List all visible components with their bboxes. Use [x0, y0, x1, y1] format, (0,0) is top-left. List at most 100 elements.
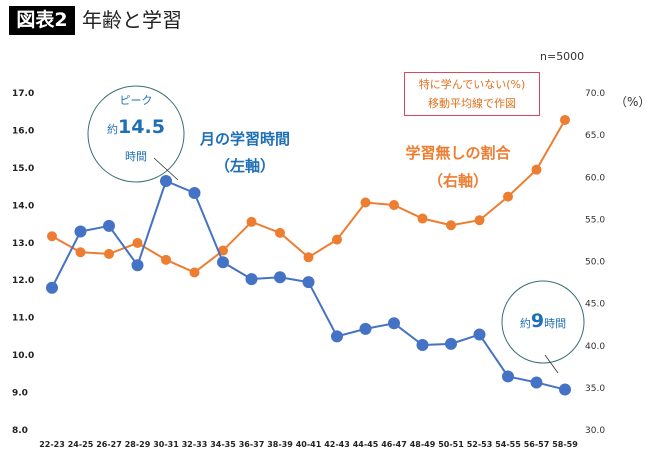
x-tick-label: 44-45: [353, 440, 379, 449]
x-tick-label: 42-43: [324, 440, 350, 449]
study-time-point: [445, 337, 457, 350]
x-tick-label: 30-31: [153, 440, 179, 449]
x-tick-label: 32-33: [182, 440, 208, 449]
peak-value: 14.5: [118, 116, 165, 138]
right-tick-label: 45.0: [585, 300, 605, 310]
x-tick-label: 34-35: [210, 440, 236, 449]
right-tick-label: 35.0: [585, 384, 605, 394]
x-tick-label: 48-49: [410, 440, 436, 449]
x-tick-label: 54-55: [495, 440, 521, 449]
no-study-point: [246, 216, 257, 227]
time-axis-label: （左軸）: [214, 157, 275, 175]
study-time-point: [46, 281, 58, 294]
study-time-point: [217, 256, 229, 269]
end-value-group: 約9時間: [503, 310, 583, 332]
end-prefix: 約: [519, 317, 531, 330]
right-tick-label: 50.0: [585, 258, 605, 268]
x-tick-label: 28-29: [125, 440, 151, 449]
x-tick-label: 50-51: [438, 440, 464, 449]
study-time-point: [245, 273, 258, 286]
end-value: 9: [530, 310, 545, 332]
time-series-label: 月の学習時間: [199, 130, 290, 148]
none-series-label: 学習無しの割合: [405, 144, 511, 162]
x-tick-label: 36-37: [239, 440, 265, 449]
no-study-point: [560, 114, 570, 125]
no-study-point: [474, 215, 485, 226]
no-study-point: [531, 164, 542, 175]
no-study-point: [218, 245, 228, 256]
no-study-point: [132, 237, 143, 248]
no-study-point: [189, 267, 200, 278]
study-time-point: [502, 370, 514, 383]
no-study-point: [47, 231, 57, 242]
peak-prefix: 約: [107, 123, 119, 136]
study-time-point: [188, 186, 201, 199]
x-tick-label: 56-57: [524, 440, 550, 449]
no-study-point: [417, 213, 428, 224]
no-study-point: [446, 220, 456, 231]
peak-label: ピーク: [119, 94, 153, 107]
end-callout-pointer: [544, 354, 559, 374]
x-tick-label: 22-23: [39, 440, 65, 449]
study-time-point: [530, 376, 543, 389]
study-time-point: [302, 276, 315, 289]
x-tick-label: 40-41: [296, 440, 322, 449]
no-study-point: [360, 197, 371, 208]
x-tick-label: 58-59: [552, 440, 578, 449]
no-study-point: [275, 227, 285, 238]
peak-callout-pointer: [153, 157, 179, 181]
right-tick-label: 65.0: [585, 131, 605, 141]
left-tick-label: 10.0: [12, 351, 34, 361]
no-study-point: [389, 200, 399, 211]
no-study-point: [161, 254, 171, 265]
study-time-point: [103, 219, 115, 232]
study-time-point: [331, 330, 343, 343]
left-tick-label: 15.0: [12, 164, 34, 174]
study-time-point: [274, 271, 286, 284]
peak-callout-circle: [87, 85, 185, 183]
peak-unit: 時間: [125, 150, 147, 163]
study-time-point: [160, 174, 172, 187]
left-tick-label: 16.0: [12, 126, 34, 136]
study-time-point: [473, 328, 486, 341]
end-unit: 時間: [544, 317, 567, 330]
figure-label: 図表2: [9, 6, 75, 35]
study-time-point: [359, 322, 372, 335]
left-tick-label: 8.0: [12, 426, 28, 436]
note-line-1: 特に学んでいない(%): [418, 78, 526, 91]
right-tick-label: 40.0: [585, 342, 605, 352]
right-tick-label: 30.0: [585, 426, 605, 436]
left-tick-label: 14.0: [12, 201, 34, 211]
x-tick-label: 38-39: [267, 440, 293, 449]
x-tick-label: 24-25: [68, 440, 94, 449]
x-tick-label: 46-47: [381, 440, 407, 449]
study-time-point: [388, 317, 400, 330]
right-tick-label: 60.0: [585, 173, 605, 183]
no-study-point: [104, 248, 114, 259]
peak-value-group: 約14.5: [96, 116, 176, 138]
left-tick-label: 11.0: [12, 314, 34, 324]
no-study-point: [332, 234, 342, 245]
study-time-point: [416, 339, 429, 352]
right-tick-label: 70.0: [585, 89, 605, 99]
study-time-point: [131, 259, 144, 272]
chart-title: 年齢と学習: [82, 8, 182, 32]
no-study-point: [303, 252, 314, 263]
note-line-2: 移動平均線で作図: [428, 97, 516, 110]
no-study-point: [75, 247, 86, 258]
x-tick-label: 26-27: [96, 440, 122, 449]
right-tick-label: 55.0: [585, 215, 605, 225]
study-time-point: [559, 383, 571, 396]
x-tick-label: 52-53: [467, 440, 493, 449]
right-axis-unit: （%）: [615, 95, 651, 109]
note-box: 特に学んでいない(%) 移動平均線で作図: [404, 72, 540, 116]
left-tick-label: 17.0: [12, 89, 34, 99]
no-study-point: [503, 191, 513, 202]
study-time-point: [74, 225, 87, 238]
left-tick-label: 12.0: [12, 276, 34, 286]
left-tick-label: 9.0: [12, 389, 28, 399]
end-callout-circle: [501, 280, 585, 364]
sample-size: n=5000: [540, 50, 585, 63]
none-axis-label: （右軸）: [427, 172, 488, 190]
